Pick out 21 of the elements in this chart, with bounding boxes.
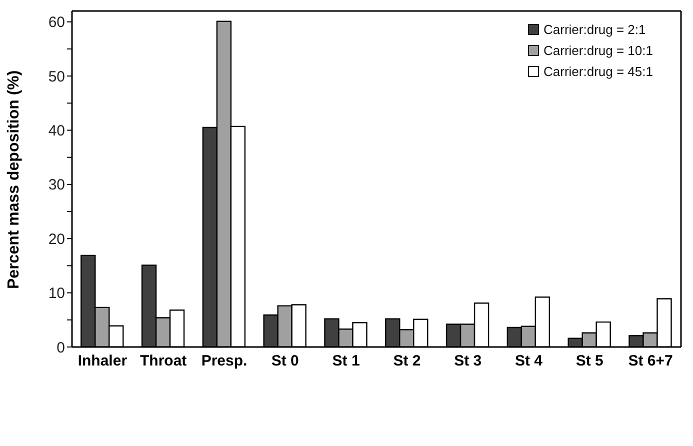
y-tick-label: 30 — [48, 176, 65, 194]
x-tick-label: St 0 — [271, 352, 299, 370]
legend-label: Carrier:drug = 2:1 — [544, 22, 646, 37]
y-axis-title: Percent mass deposition (%) — [6, 70, 23, 289]
y-tick-label: 0 — [56, 339, 65, 356]
y-tick-label: 20 — [48, 230, 65, 248]
x-tick-label: St 2 — [393, 352, 421, 370]
x-tick-label: St 3 — [454, 352, 482, 370]
x-tick-label: Inhaler — [78, 352, 128, 370]
x-tick-label: St 6+7 — [628, 352, 673, 370]
x-tick-label: Throat — [140, 352, 187, 370]
y-tick-label: 10 — [48, 285, 65, 302]
x-tick-label: St 4 — [514, 352, 544, 370]
x-tick-label: St 5 — [576, 352, 604, 370]
x-tick-label: St 1 — [332, 352, 360, 370]
y-tick-label: 40 — [48, 122, 65, 140]
legend-label: Carrier:drug = 45:1 — [544, 64, 653, 79]
x-tick-label: Presp. — [201, 352, 248, 370]
y-tick-label: 60 — [48, 14, 65, 32]
y-tick-label: 50 — [48, 68, 65, 86]
legend-label: Carrier:drug = 10:1 — [544, 43, 653, 58]
